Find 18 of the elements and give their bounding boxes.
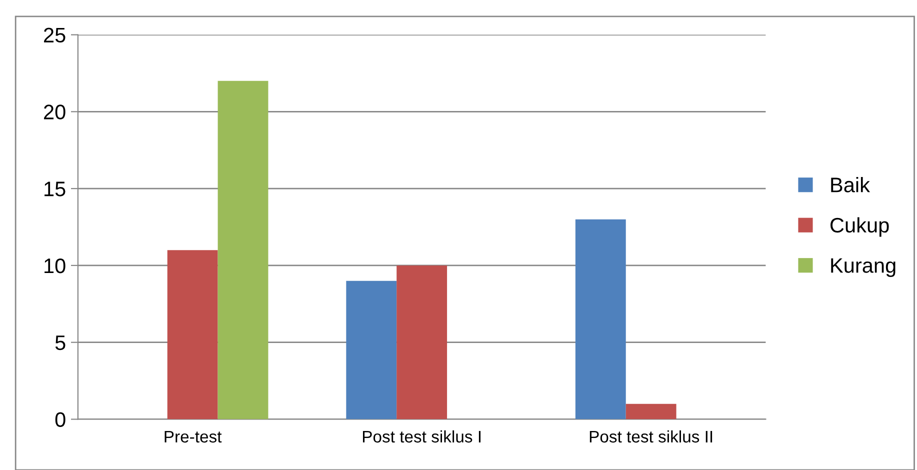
bar (626, 404, 676, 420)
y-tick-label: 15 (44, 182, 66, 196)
legend-label: Kurang (831, 258, 896, 277)
x-tick-label: Post test siklus II (590, 430, 712, 443)
legend-label: Cukup (830, 217, 889, 237)
y-tick-label: 10 (44, 258, 66, 274)
y-tick-label: 20 (44, 104, 66, 120)
bar (575, 219, 626, 420)
y-tick-label: 5 (55, 336, 66, 350)
y-tick-label: 0 (55, 412, 66, 427)
x-tick-label: Pre-test (164, 430, 222, 443)
bar (167, 250, 218, 420)
bar (396, 265, 448, 420)
y-tick-label: 25 (44, 28, 66, 43)
legend-label: Baik (831, 177, 870, 192)
bar (346, 280, 397, 420)
x-tick-label: Post test siklus I (362, 430, 480, 443)
bar (218, 80, 268, 420)
